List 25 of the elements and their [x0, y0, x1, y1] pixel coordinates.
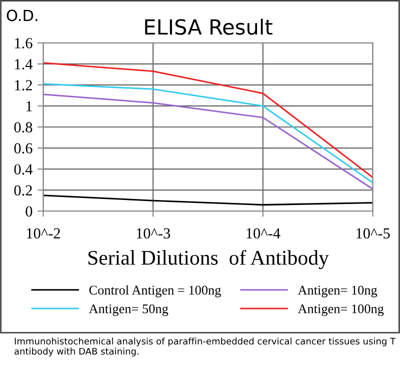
text: Immunohistochemical analysis of paraffin-embedded cervical cancer tissues using T antibody with DAB staining.: [14, 338, 396, 356]
x-tick-label: 10^-2: [26, 228, 60, 239]
x-tick-label: 10^-3: [136, 228, 170, 239]
y-tick-label: 0.8: [14, 122, 32, 133]
line-series: [43, 62, 373, 178]
legend-label: Antigen= 100ng: [298, 304, 384, 316]
y-tick-label: 1.6: [15, 38, 32, 48]
y-tick-label: 1.4: [15, 59, 33, 70]
legend-label: Antigen= 50ng: [88, 304, 168, 316]
y-tick-label: 1: [26, 101, 32, 112]
x-tick-label: 10^-4: [246, 228, 280, 239]
y-tick-label: 0.6: [14, 143, 32, 154]
y-axis-title: O.D.: [6, 10, 38, 22]
chart-title: ELISA Result: [145, 18, 272, 35]
x-axis-title: Serial Dilutions of Antibody: [88, 250, 329, 270]
y-tick-label: 1.2: [15, 80, 32, 90]
legend-label: Control Antigen = 100ng: [89, 285, 221, 298]
y-tick-label: 0.2: [14, 185, 32, 196]
line-series: [43, 83, 373, 184]
y-tick-label: 0: [26, 206, 32, 217]
line-series: [43, 194, 373, 206]
legend-label: Antigen= 10ng: [298, 286, 378, 298]
x-tick-label: 10^-5: [356, 228, 390, 239]
y-tick-label: 0.4: [14, 164, 33, 175]
line-series: [43, 94, 373, 190]
